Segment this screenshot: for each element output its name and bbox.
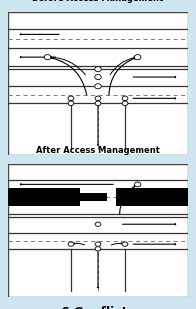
Circle shape (95, 74, 101, 80)
Circle shape (68, 242, 74, 246)
Circle shape (68, 101, 74, 106)
Circle shape (95, 222, 101, 226)
Circle shape (134, 182, 141, 187)
Bar (8, 188, 80, 205)
Circle shape (68, 96, 74, 101)
Circle shape (122, 101, 128, 106)
Text: Before Access Management: Before Access Management (32, 0, 164, 3)
Bar (80, 193, 107, 201)
Circle shape (95, 84, 101, 89)
Circle shape (44, 55, 51, 60)
Text: 6 Conflicts: 6 Conflicts (61, 306, 135, 309)
Circle shape (95, 67, 101, 72)
Circle shape (95, 242, 101, 246)
Circle shape (122, 242, 128, 246)
Text: After Access Management: After Access Management (36, 146, 160, 155)
Bar (116, 188, 188, 205)
Circle shape (95, 247, 101, 251)
Circle shape (122, 96, 128, 101)
Circle shape (95, 96, 101, 101)
Text: 11 Conflicts: 11 Conflicts (57, 165, 139, 178)
Circle shape (95, 101, 101, 106)
Circle shape (134, 55, 141, 60)
